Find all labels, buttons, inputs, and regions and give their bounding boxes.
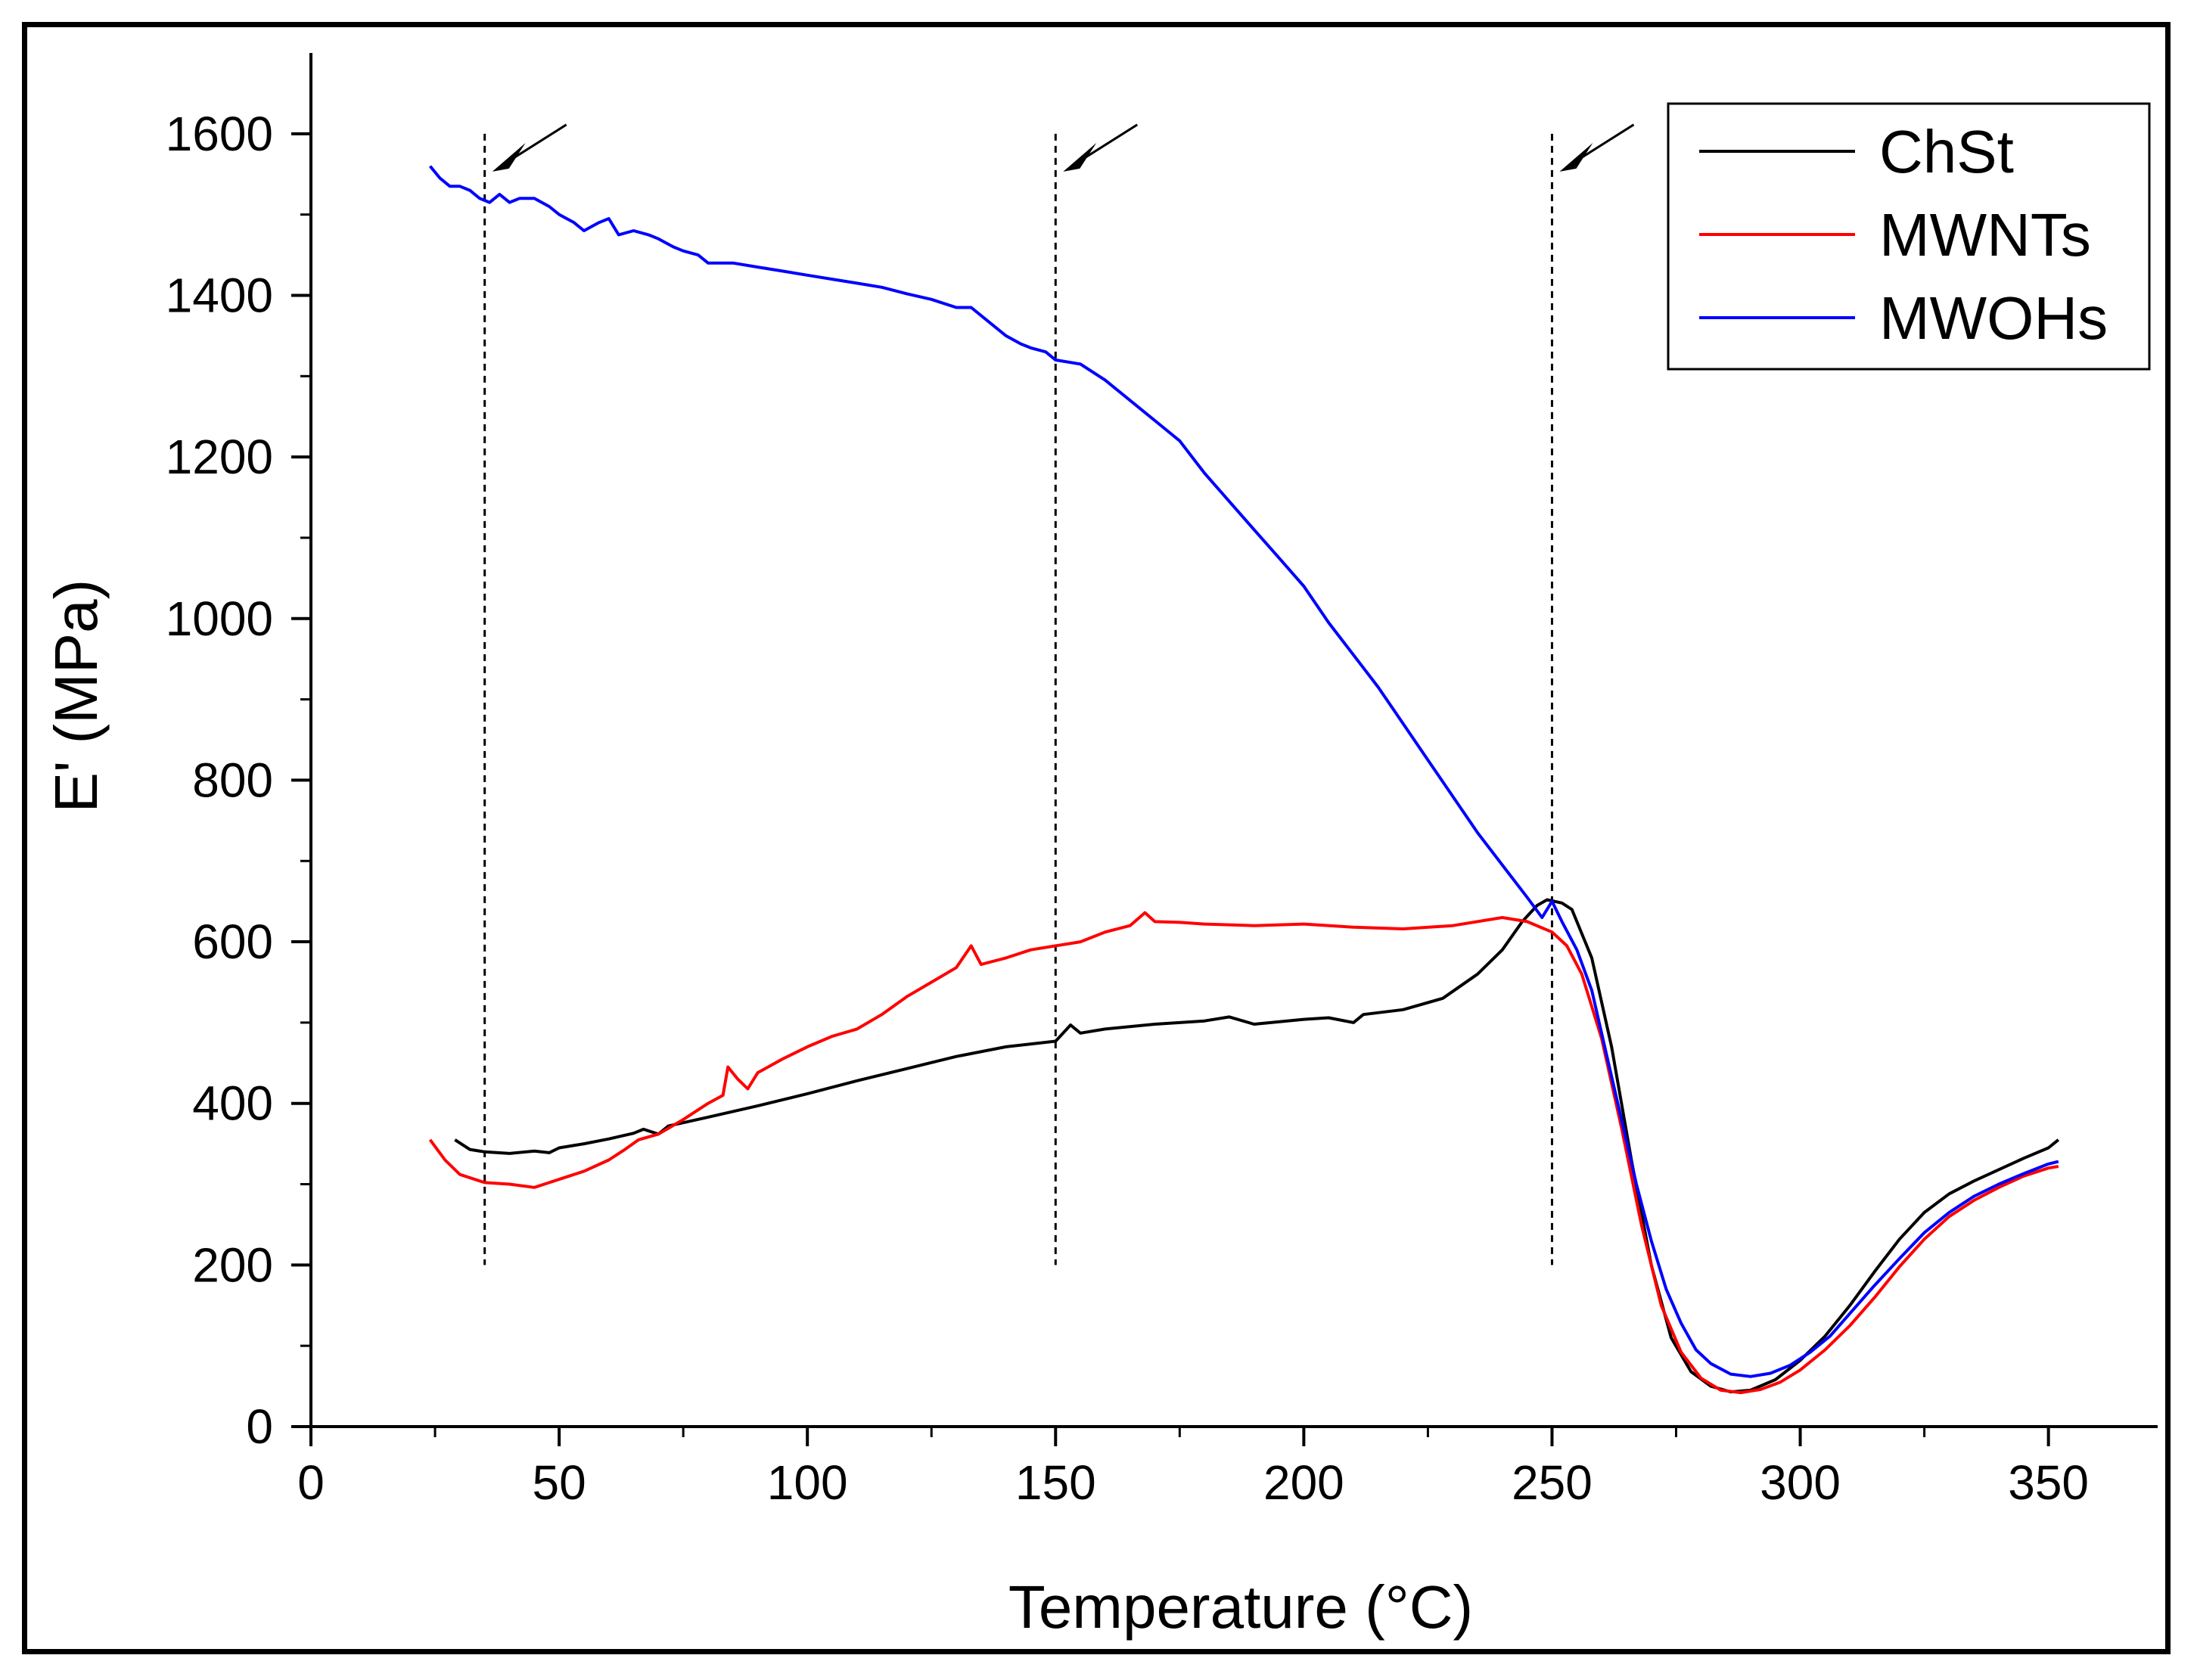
axes bbox=[309, 53, 2158, 1428]
y-tick-label: 1400 bbox=[166, 268, 273, 322]
y-tick-label: 600 bbox=[192, 915, 273, 969]
x-tick-label: 350 bbox=[2008, 1455, 2089, 1510]
x-tick-label: 0 bbox=[297, 1455, 325, 1510]
y-tick-label: 1600 bbox=[166, 107, 273, 161]
x-tick-label: 150 bbox=[1015, 1455, 1096, 1510]
arrow-head bbox=[1559, 142, 1593, 172]
y-tick-label: 1200 bbox=[166, 430, 273, 484]
legend-label-chst: ChSt bbox=[1879, 118, 2014, 185]
y-tick-label: 800 bbox=[192, 753, 273, 807]
legend-label-mwnts: MWNTs bbox=[1879, 201, 2091, 269]
arrow-shaft bbox=[1079, 123, 1139, 163]
arrow-head bbox=[1063, 142, 1097, 172]
y-tick-label: 200 bbox=[192, 1237, 273, 1292]
reference-lines bbox=[483, 123, 1635, 1265]
x-axis-title: Temperature (°C) bbox=[1008, 1573, 1473, 1641]
x-tick-label: 250 bbox=[1512, 1455, 1593, 1510]
x-tick-label: 50 bbox=[532, 1455, 586, 1510]
x-tick-label: 300 bbox=[1760, 1455, 1841, 1510]
y-tick-label: 400 bbox=[192, 1076, 273, 1131]
x-tick-label: 200 bbox=[1263, 1455, 1344, 1510]
arrow-shaft bbox=[508, 123, 567, 163]
series-layer bbox=[428, 165, 2060, 1395]
y-tick-label: 0 bbox=[246, 1399, 273, 1454]
arrow-head bbox=[492, 142, 526, 172]
x-tick-label: 100 bbox=[767, 1455, 848, 1510]
legend-box bbox=[1667, 102, 2151, 371]
series-line-chst bbox=[454, 898, 2060, 1394]
series-line-mwohs bbox=[428, 165, 2059, 1378]
legend: ChSt MWNTs MWOHs bbox=[1667, 102, 2151, 371]
arrow-shaft bbox=[1575, 123, 1635, 163]
legend-label-mwohs: MWOHs bbox=[1879, 284, 2108, 352]
y-tick-label: 1000 bbox=[166, 592, 273, 646]
ticks: 0 50 100 150 200 250 300 350 0 200 400 600 800 1000 12… bbox=[166, 107, 2089, 1510]
y-axis-title: E' (MPa) bbox=[42, 579, 110, 813]
series-line-mwnts bbox=[428, 911, 2059, 1395]
